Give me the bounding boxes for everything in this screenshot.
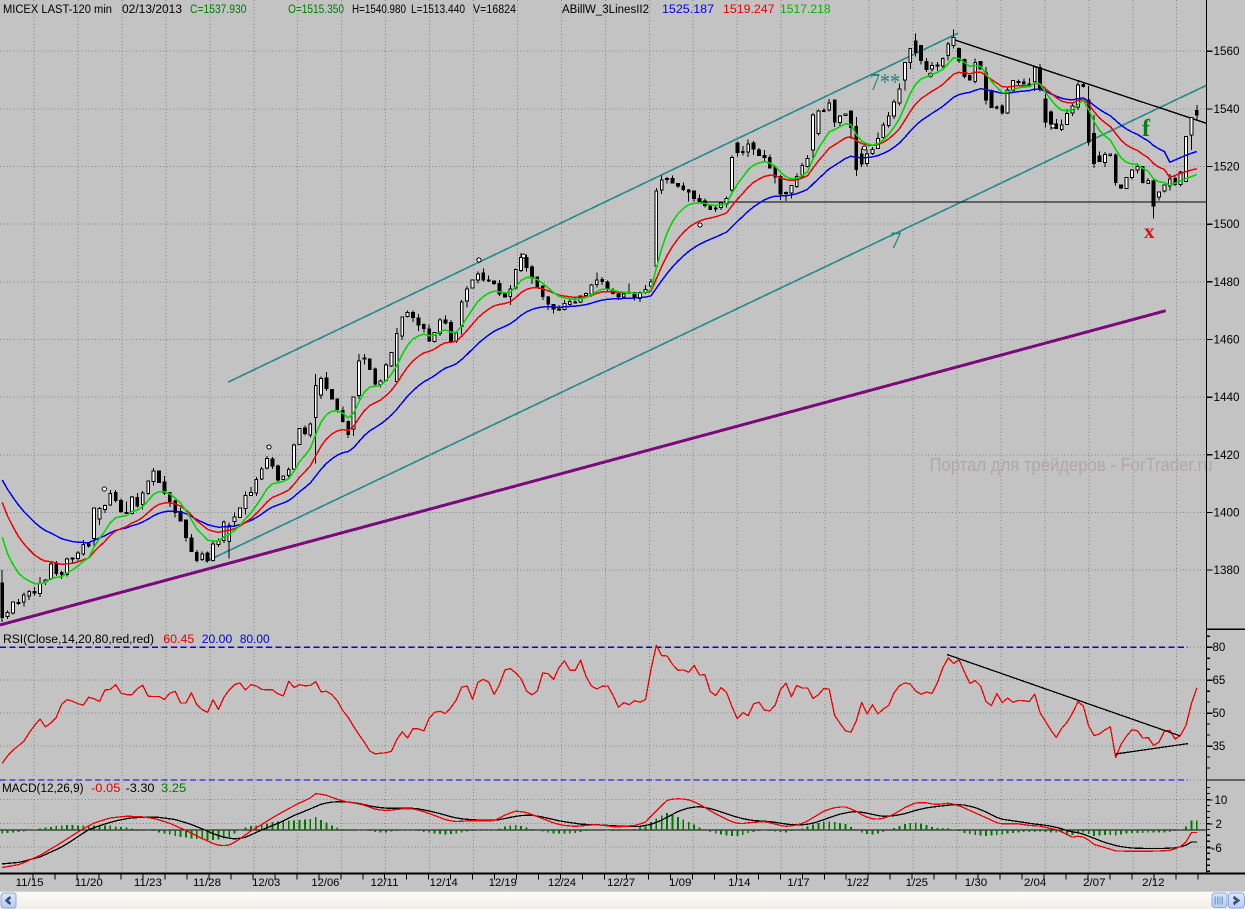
svg-text:7**: 7**: [870, 70, 900, 96]
svg-text:80.00: 80.00: [240, 634, 270, 646]
svg-text:1/14: 1/14: [728, 877, 750, 889]
svg-text:1500: 1500: [1214, 219, 1240, 231]
svg-text:12/11: 12/11: [371, 877, 399, 889]
svg-text:L=1513.440: L=1513.440: [411, 4, 465, 16]
svg-text:MICEX LAST-120 min: MICEX LAST-120 min: [3, 4, 112, 16]
svg-text:1517.218: 1517.218: [780, 4, 831, 16]
svg-text:11/20: 11/20: [75, 877, 103, 889]
svg-text:11/15: 11/15: [16, 877, 44, 889]
svg-text:02/13/2013: 02/13/2013: [122, 4, 182, 16]
svg-text:H=1540.980: H=1540.980: [352, 4, 406, 16]
svg-text:1/22: 1/22: [847, 877, 869, 889]
svg-text:ABillW_3LinesII2: ABillW_3LinesII2: [562, 4, 649, 16]
svg-text:1520: 1520: [1214, 162, 1240, 174]
svg-text:12/14: 12/14: [430, 877, 458, 889]
svg-text:12/06: 12/06: [311, 877, 339, 889]
svg-text:-0.05: -0.05: [91, 783, 120, 795]
svg-text:1480: 1480: [1214, 277, 1240, 289]
svg-text:1/09: 1/09: [669, 877, 691, 889]
svg-text:1/17: 1/17: [787, 877, 809, 889]
svg-text:1420: 1420: [1214, 450, 1240, 462]
svg-text:Портал для трейдеров - ForTrad: Портал для трейдеров - ForTrader.ru: [930, 455, 1213, 475]
svg-text:2/07: 2/07: [1083, 877, 1105, 889]
svg-text:2/04: 2/04: [1024, 877, 1046, 889]
svg-text:V=16824: V=16824: [473, 4, 517, 16]
svg-text:2: 2: [1216, 819, 1222, 831]
svg-text:1/30: 1/30: [965, 877, 987, 889]
svg-text:60.45: 60.45: [163, 634, 194, 646]
svg-text:1525.187: 1525.187: [662, 4, 714, 16]
svg-text:x: x: [1144, 219, 1155, 243]
svg-text:12/27: 12/27: [607, 877, 635, 889]
svg-text:O=1515.350: O=1515.350: [288, 4, 344, 16]
svg-text:2/12: 2/12: [1142, 877, 1164, 889]
svg-text:12/03: 12/03: [252, 877, 280, 889]
svg-text:1519.247: 1519.247: [723, 4, 775, 16]
svg-text:7: 7: [890, 228, 902, 253]
svg-text:50: 50: [1213, 708, 1226, 720]
svg-text:11/23: 11/23: [134, 877, 162, 889]
svg-text:f: f: [1142, 116, 1151, 142]
svg-text:65: 65: [1213, 675, 1226, 687]
svg-text:1560: 1560: [1214, 46, 1240, 58]
svg-text:1/25: 1/25: [906, 877, 928, 889]
svg-text:MACD(12,26,9): MACD(12,26,9): [2, 783, 84, 795]
svg-text:-6: -6: [1212, 843, 1222, 855]
svg-text:10: 10: [1215, 795, 1228, 807]
svg-text:C=1537.930: C=1537.930: [190, 4, 247, 16]
svg-text:12/24: 12/24: [548, 877, 576, 889]
svg-text:11/28: 11/28: [193, 877, 221, 889]
svg-text:RSI(Close,14,20,80,red,red): RSI(Close,14,20,80,red,red): [3, 634, 154, 646]
svg-text:1460: 1460: [1214, 335, 1240, 347]
svg-text:1540: 1540: [1214, 104, 1240, 116]
svg-text:20.00: 20.00: [202, 634, 232, 646]
svg-text:1380: 1380: [1214, 565, 1240, 577]
svg-text:12/19: 12/19: [489, 877, 517, 889]
svg-text:80: 80: [1213, 642, 1226, 654]
svg-text:-3.30: -3.30: [126, 783, 155, 795]
svg-text:1400: 1400: [1214, 508, 1240, 520]
svg-text:3.25: 3.25: [161, 783, 186, 795]
svg-text:35: 35: [1213, 741, 1226, 753]
svg-text:1440: 1440: [1214, 392, 1240, 404]
